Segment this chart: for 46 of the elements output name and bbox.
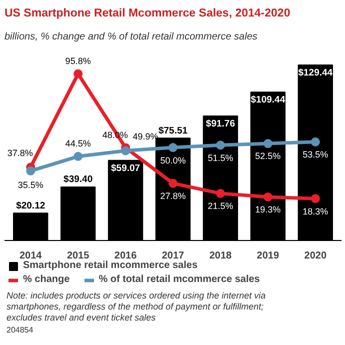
data-label: 18.3% bbox=[302, 206, 328, 216]
point bbox=[263, 192, 272, 202]
x-tick-label: 2016 bbox=[114, 250, 138, 262]
data-label: $91.76 bbox=[206, 118, 235, 130]
data-label: $75.51 bbox=[158, 125, 188, 136]
x-tick-label: 2015 bbox=[66, 250, 90, 262]
data-label: 52.5% bbox=[255, 151, 281, 162]
chart-subtitle: billions, % change and % of total retail mcommerce sales bbox=[4, 32, 258, 42]
x-tick-label: 2014 bbox=[19, 250, 42, 262]
x-tick-label: 2019 bbox=[256, 250, 280, 262]
chart-title: US Smartphone Retail Mcommerce Sales, 2014-2020 bbox=[4, 8, 290, 20]
x-tick-label: 2020 bbox=[304, 250, 327, 262]
data-label: $59.07 bbox=[111, 162, 140, 174]
point bbox=[310, 137, 320, 146]
data-label: 19.3% bbox=[255, 204, 281, 215]
data-label: 44.5% bbox=[65, 138, 91, 149]
data-label: $39.40 bbox=[64, 174, 93, 186]
point bbox=[74, 152, 83, 161]
data-label: 27.8% bbox=[160, 191, 186, 201]
legend-label: % change bbox=[23, 274, 70, 285]
point bbox=[216, 188, 225, 198]
data-label: 51.5% bbox=[208, 152, 234, 163]
point bbox=[168, 178, 178, 188]
data-label: 37.8% bbox=[7, 148, 33, 158]
point bbox=[168, 143, 178, 152]
data-label: 35.5% bbox=[18, 180, 44, 190]
data-label: 53.5% bbox=[302, 150, 328, 160]
point bbox=[121, 146, 130, 156]
point bbox=[263, 139, 272, 148]
point bbox=[26, 166, 36, 176]
legend-label: % of total retail mcommerce sales bbox=[98, 274, 260, 285]
data-label: 95.8% bbox=[65, 56, 91, 66]
x-tick-label: 2018 bbox=[209, 250, 232, 262]
point bbox=[74, 69, 83, 78]
x-tick-label: 2017 bbox=[162, 250, 185, 262]
data-label: $20.12 bbox=[16, 200, 46, 212]
data-label: $129.44 bbox=[298, 68, 334, 79]
legend-label: Smartphone retail mcommerce sales bbox=[23, 260, 198, 271]
data-label: $109.44 bbox=[250, 94, 286, 106]
data-label: 21.5% bbox=[208, 201, 234, 212]
text: Note: includes products or services ordered using the internet via smartphones, regardless of the method of payment or fulfillment; excludes travel and event ticket sales bbox=[6, 290, 266, 322]
data-label: 50.0% bbox=[160, 155, 186, 166]
point bbox=[216, 140, 225, 150]
point bbox=[310, 194, 320, 204]
text: 204854 bbox=[6, 326, 34, 334]
data-label: 49.9% bbox=[132, 132, 158, 142]
